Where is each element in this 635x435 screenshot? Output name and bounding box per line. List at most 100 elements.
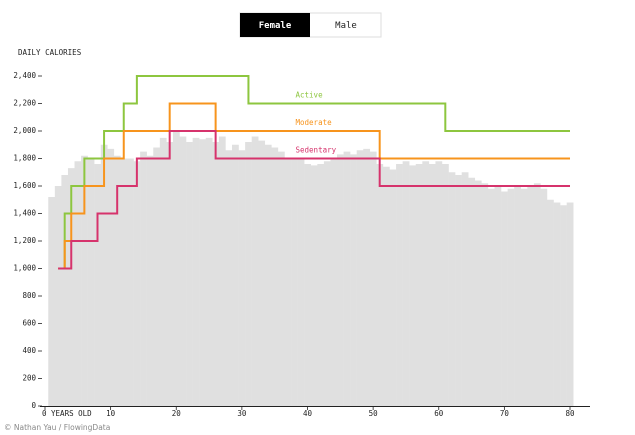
- bar: [520, 188, 528, 406]
- bar: [291, 158, 298, 406]
- bar: [566, 202, 574, 406]
- bar: [455, 175, 462, 406]
- bar: [507, 188, 515, 406]
- y-tick-label: 1,000: [13, 264, 36, 273]
- bar: [67, 168, 75, 406]
- y-tick-label: 1,200: [13, 236, 36, 245]
- bar: [140, 151, 147, 406]
- bar: [100, 144, 108, 406]
- y-tick-label: 1,800: [13, 154, 36, 163]
- bar: [363, 148, 371, 406]
- bar: [435, 161, 443, 406]
- step-line: [58, 75, 570, 270]
- toggle-label[interactable]: Female: [259, 21, 292, 31]
- bar: [205, 137, 213, 406]
- bar: [238, 150, 246, 406]
- series-label: Sedentary: [296, 146, 337, 155]
- bar: [422, 161, 430, 406]
- bar: [146, 155, 154, 406]
- bar: [402, 161, 410, 406]
- bar: [153, 147, 161, 406]
- bar: [304, 164, 311, 406]
- bar: [166, 142, 174, 406]
- bar: [369, 151, 377, 406]
- bar: [317, 164, 325, 406]
- bar: [468, 177, 476, 406]
- bar: [54, 186, 62, 406]
- y-tick-label: 600: [22, 319, 36, 328]
- bar: [284, 158, 292, 406]
- bar: [127, 158, 134, 406]
- bar: [218, 136, 226, 406]
- bar: [428, 164, 436, 406]
- bar: [442, 164, 449, 406]
- bar: [271, 147, 279, 406]
- bar: [310, 165, 318, 406]
- bar: [474, 180, 482, 406]
- bar: [245, 142, 252, 406]
- bar: [212, 142, 220, 406]
- step-line: [58, 102, 570, 270]
- bar: [448, 172, 456, 406]
- bar: [297, 158, 305, 406]
- bar: [81, 155, 88, 406]
- series-label: Active: [296, 91, 324, 100]
- bar: [396, 164, 403, 406]
- y-tick-label: 2,200: [13, 99, 36, 108]
- bar: [553, 202, 561, 406]
- x-tick-label: 70: [500, 409, 510, 418]
- bar: [409, 165, 416, 406]
- y-tick-label: 2,400: [13, 71, 36, 80]
- bar: [382, 166, 390, 406]
- credit: © Nathan Yau / FlowingData: [4, 423, 110, 432]
- x-tick-label: 30: [237, 409, 247, 418]
- series-label: Moderate: [296, 118, 333, 127]
- x-tick-label: 10: [106, 409, 116, 418]
- x-tick-label: 50: [369, 409, 379, 418]
- bar: [48, 197, 56, 406]
- bar: [186, 142, 193, 406]
- bar: [487, 188, 495, 406]
- y-tick-label: 800: [22, 291, 36, 300]
- bar: [514, 186, 521, 406]
- bar: [258, 140, 266, 406]
- bar: [192, 137, 200, 406]
- y-tick-label: 1,400: [13, 209, 36, 218]
- y-tick-label: 1,600: [13, 181, 36, 190]
- y-tick-label: 200: [22, 374, 36, 383]
- y-tick-label: 2,000: [13, 126, 36, 135]
- bar: [343, 151, 351, 406]
- bar: [560, 205, 567, 406]
- bar: [494, 186, 502, 406]
- x-tick-label: 20: [172, 409, 182, 418]
- bar: [533, 183, 541, 406]
- y-axis-title: DAILY CALORIES: [18, 48, 82, 57]
- bar: [179, 136, 187, 406]
- bar: [501, 191, 508, 406]
- y-tick-label: 0: [31, 401, 36, 410]
- bar: [94, 164, 101, 406]
- bar: [547, 199, 554, 406]
- bar: [264, 144, 272, 406]
- x-tick-label: 60: [434, 409, 444, 418]
- step-line: [58, 130, 570, 270]
- x-tick-label: 80: [565, 409, 575, 418]
- bar: [120, 158, 128, 406]
- bar: [251, 136, 259, 406]
- y-tick-label: 400: [22, 346, 36, 355]
- bar: [159, 137, 167, 406]
- toggle-female[interactable]: [240, 13, 310, 37]
- bar: [107, 148, 115, 406]
- bar: [232, 144, 239, 406]
- toggle-label[interactable]: Male: [335, 21, 357, 31]
- bar: [350, 154, 357, 406]
- bar: [330, 158, 338, 406]
- bar: [87, 158, 95, 406]
- bar: [225, 150, 233, 406]
- bar: [172, 131, 180, 406]
- bar: [481, 183, 489, 406]
- bar: [337, 154, 344, 406]
- bar: [540, 188, 548, 406]
